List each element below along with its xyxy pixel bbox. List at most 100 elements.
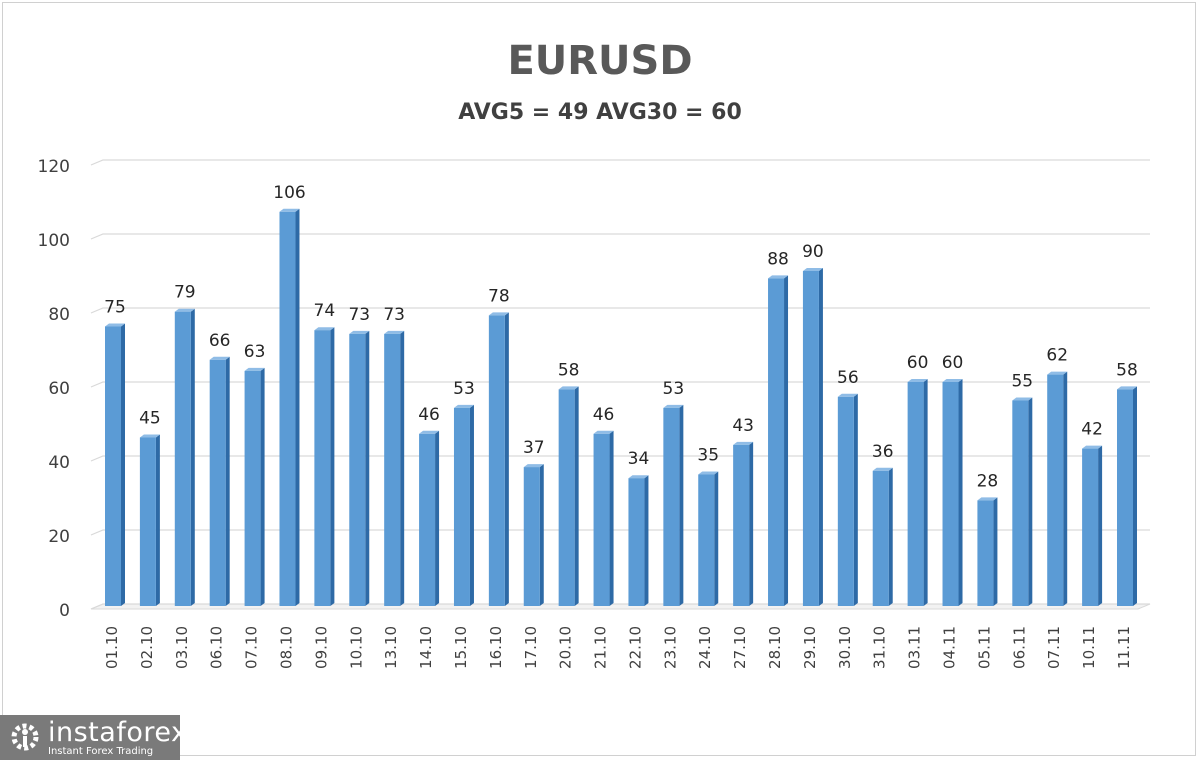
gear-logo-icon (11, 723, 39, 751)
x-tick-label: 07.10 (243, 626, 261, 669)
bar (244, 370, 261, 606)
bar (837, 396, 854, 606)
data-label: 75 (104, 298, 126, 318)
x-tick-label: 16.10 (487, 626, 505, 669)
x-tick-label: 09.10 (312, 626, 330, 669)
bar-top (733, 441, 754, 445)
bar-side (923, 379, 928, 606)
x-tick-label: 22.10 (626, 626, 644, 669)
chart-subtitle: AVG5 = 49 AVG30 = 60 (458, 100, 742, 125)
bar-side (330, 327, 335, 606)
bar (768, 278, 785, 606)
bar-top (593, 430, 614, 434)
gridline (90, 455, 1150, 462)
bar (453, 407, 470, 606)
bar-side (435, 430, 440, 606)
bar-top (349, 330, 370, 334)
bar (733, 444, 750, 606)
bar (593, 433, 610, 606)
bar-side (1133, 386, 1137, 606)
bar-top (244, 367, 265, 371)
bar-side (644, 475, 649, 606)
bar-side (1098, 445, 1103, 606)
x-tick-label: 06.10 (208, 626, 226, 669)
gridline (90, 529, 1150, 536)
bar-top (1082, 445, 1103, 449)
logo-tagline: Instant Forex Trading (48, 746, 154, 757)
data-label: 34 (628, 449, 650, 469)
bar-side (609, 430, 614, 606)
x-tick-label: 06.11 (1010, 626, 1028, 669)
bar-top (837, 393, 858, 397)
bar-side (365, 330, 370, 606)
x-tick-label: 23.10 (661, 626, 679, 669)
bar-top (1012, 397, 1033, 401)
data-label: 45 (139, 409, 161, 429)
bar (698, 474, 715, 606)
bar-top (872, 467, 893, 471)
x-tick-label: 04.11 (941, 626, 959, 669)
data-label: 74 (314, 301, 336, 321)
x-tick-label: 24.10 (696, 626, 714, 669)
y-tick-label: 20 (48, 527, 70, 547)
bar (977, 500, 994, 606)
x-tick-label: 08.10 (277, 626, 295, 669)
bar-side (121, 323, 125, 606)
x-tick-label: 21.10 (592, 626, 610, 669)
x-tick-label: 15.10 (452, 626, 470, 669)
data-label: 73 (383, 305, 405, 325)
x-tick-label: 10.10 (347, 626, 365, 669)
data-label: 58 (558, 360, 580, 380)
bar-side (853, 393, 858, 606)
gridline (90, 603, 1150, 610)
y-tick-label: 40 (48, 453, 70, 473)
data-label: 55 (1011, 372, 1033, 392)
bar (1117, 389, 1133, 606)
bar-side (260, 367, 265, 606)
data-label: 79 (174, 283, 196, 303)
bar (523, 467, 540, 606)
bar-side (679, 404, 684, 606)
instaforex-logo: instaforex Instant Forex Trading (0, 715, 187, 760)
data-label: 88 (767, 249, 789, 269)
x-tick-label: 01.10 (103, 626, 121, 669)
bar (384, 333, 401, 606)
x-tick-label: 28.10 (766, 626, 784, 669)
data-label: 56 (837, 368, 859, 388)
logo-brand: instaforex (48, 717, 188, 748)
bar-top (174, 308, 195, 312)
bar (314, 330, 331, 606)
bar-top (453, 404, 474, 408)
data-label: 63 (244, 342, 266, 362)
bar-side (155, 434, 160, 606)
x-tick-label: 29.10 (801, 626, 819, 669)
x-tick-label: 17.10 (522, 626, 540, 669)
gridline (90, 307, 1150, 314)
bar-top (384, 330, 405, 334)
bar-side (539, 464, 544, 606)
bar-top (1117, 386, 1137, 390)
x-tick-label: 05.11 (975, 626, 993, 669)
gridline (90, 233, 1150, 240)
x-tick-label: 07.11 (1045, 626, 1063, 669)
bar-top (558, 386, 579, 390)
bar-side (784, 275, 789, 606)
bar-top (279, 208, 300, 212)
data-label: 106 (273, 183, 305, 203)
bar-side (295, 208, 300, 607)
bar-side (469, 404, 474, 606)
data-label: 60 (942, 353, 964, 373)
x-tick-label: 13.10 (382, 626, 400, 669)
bar-side (190, 308, 195, 606)
data-label: 62 (1046, 346, 1068, 366)
x-tick-label: 30.10 (836, 626, 854, 669)
bar-top (105, 323, 125, 327)
data-label: 37 (523, 438, 545, 458)
bar (139, 437, 156, 606)
bar (174, 311, 191, 606)
bar-top (802, 268, 823, 271)
x-tick-label: 27.10 (731, 626, 749, 669)
bar-side (504, 312, 509, 606)
bar (488, 315, 505, 606)
